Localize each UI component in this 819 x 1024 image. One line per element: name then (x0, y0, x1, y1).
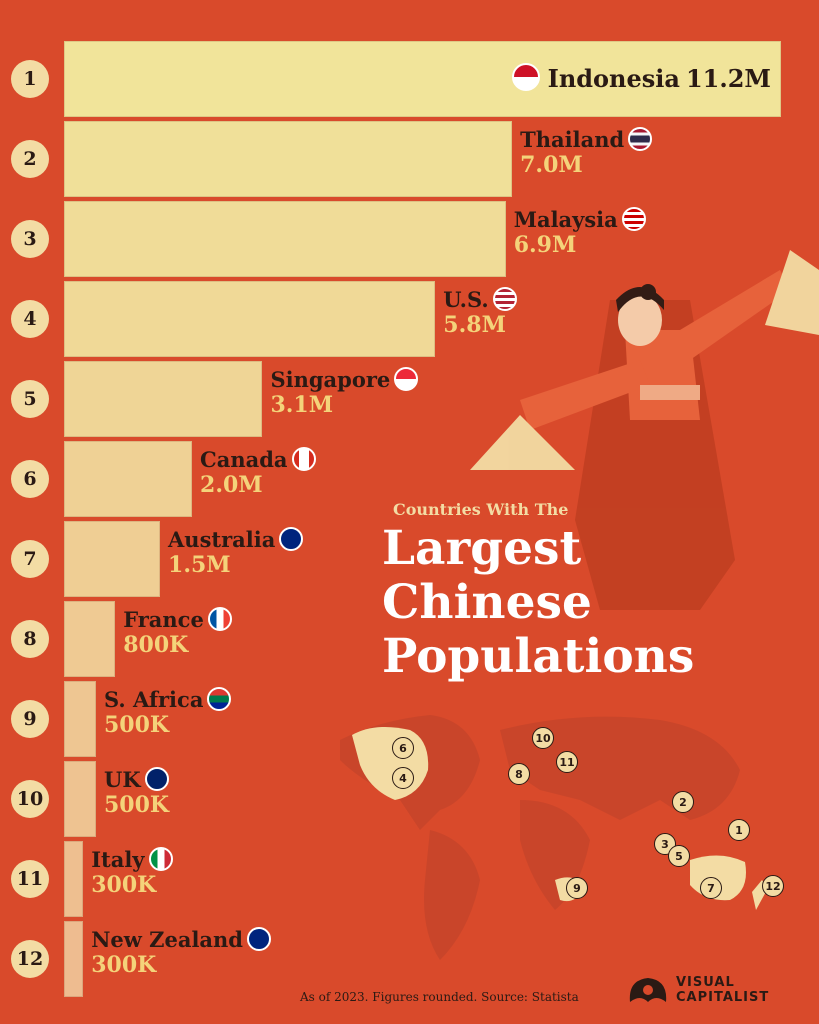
source-note: As of 2023. Figures rounded. Source: Sta… (300, 990, 579, 1004)
indonesia-flag-icon (511, 63, 540, 91)
title-line-2: Chinese (382, 575, 592, 630)
bar (64, 441, 193, 517)
value-label: 11.2M (685, 64, 771, 93)
title-line-3: Populations (382, 629, 695, 684)
rank-badge: 11 (11, 860, 49, 898)
bar-label: UK 500K (104, 767, 169, 818)
bar-label: Canada 2.0M (200, 447, 316, 498)
chart-subtitle: Countries With The (393, 500, 569, 519)
map-marker: 6 (392, 737, 414, 759)
value-label: 7.0M (520, 152, 583, 178)
map-marker: 4 (392, 767, 414, 789)
france-flag-icon (207, 607, 232, 631)
value-label: 300K (91, 872, 157, 898)
rank-badge: 6 (11, 460, 49, 498)
map-marker: 1 (728, 819, 750, 841)
bar-label: Malaysia 6.9M (514, 207, 646, 258)
value-label: 5.8M (443, 312, 506, 338)
bar-label: Thailand 7.0M (520, 127, 653, 178)
bar (64, 601, 116, 677)
bar (64, 121, 513, 197)
rank-badge: 2 (11, 140, 49, 178)
value-label: 800K (123, 632, 189, 658)
bar (64, 521, 161, 597)
malaysia-flag-icon (621, 207, 646, 231)
brand-line-2: CAPITALIST (676, 990, 770, 1005)
us-flag-icon (492, 287, 517, 311)
category-label: UK (104, 767, 141, 792)
bar (64, 201, 506, 277)
rank-badge: 12 (11, 940, 49, 978)
bar-label: S. Africa 500K (104, 687, 232, 738)
rank-badge: 10 (11, 780, 49, 818)
bar-label: Singapore 3.1M (270, 367, 419, 418)
chart-title: Largest Chinese Populations (382, 522, 812, 684)
map-marker: 2 (672, 791, 694, 813)
value-label: 3.1M (270, 392, 334, 418)
rank-badge: 1 (11, 60, 49, 98)
value-label: 1.5M (168, 552, 231, 578)
thailand-flag-icon (628, 127, 653, 151)
bar-label: Australia 1.5M (168, 527, 304, 578)
bar (64, 41, 781, 117)
australia-flag-icon (279, 527, 304, 551)
title-line-1: Largest (382, 521, 582, 576)
rank-badge: 4 (11, 300, 49, 338)
value-label: 300K (91, 952, 157, 978)
category-label: Canada (200, 447, 288, 472)
bar-label: France 800K (123, 607, 232, 658)
rank-badge: 8 (11, 620, 49, 658)
south-africa-flag-icon (207, 687, 232, 711)
value-label: 2.0M (200, 472, 263, 498)
map-marker: 10 (532, 727, 554, 749)
uk-flag-icon (144, 767, 169, 791)
bar-label: New Zealand 300K (91, 927, 271, 978)
brand-line-1: VISUAL (676, 975, 735, 990)
dancer-illustration (470, 250, 819, 610)
canada-flag-icon (291, 447, 316, 471)
map-marker: 11 (556, 751, 578, 773)
category-label: Malaysia (513, 207, 618, 232)
bar (64, 681, 96, 757)
brand-logo-icon (629, 978, 667, 1002)
value-label: 6.9M (513, 232, 577, 258)
map-marker: 9 (566, 877, 588, 899)
category-label: France (123, 607, 204, 632)
bar (64, 761, 96, 837)
bar (64, 281, 436, 357)
map-marker: 12 (762, 875, 784, 897)
bar (64, 921, 84, 997)
category-label: Thailand (520, 127, 625, 152)
rank-badge: 3 (11, 220, 49, 258)
rank-badge: 9 (11, 700, 49, 738)
map-marker: 5 (668, 845, 690, 867)
category-label: Indonesia (547, 64, 680, 93)
rank-badge: 7 (11, 540, 49, 578)
value-label: 500K (104, 712, 170, 738)
bar (64, 361, 263, 437)
rank-badge: 5 (11, 380, 49, 418)
category-label: Singapore (270, 367, 391, 392)
singapore-flag-icon (394, 367, 419, 391)
category-label: New Zealand (91, 927, 243, 952)
category-label: Australia (168, 527, 276, 552)
value-label: 500K (104, 792, 170, 818)
bar-label: Indonesia 11.2M (511, 63, 771, 93)
bar-label: U.S. 5.8M (443, 287, 517, 338)
map-marker: 8 (508, 763, 530, 785)
bar (64, 841, 84, 917)
category-label: U.S. (443, 287, 489, 312)
new-zealand-flag-icon (246, 927, 271, 951)
category-label: S. Africa (104, 687, 204, 712)
visual-capitalist-logo: VISUAL CAPITALIST (626, 972, 769, 1008)
bar-label: Italy 300K (91, 847, 173, 898)
map-marker: 7 (700, 877, 722, 899)
italy-flag-icon (148, 847, 173, 871)
category-label: Italy (91, 847, 145, 872)
